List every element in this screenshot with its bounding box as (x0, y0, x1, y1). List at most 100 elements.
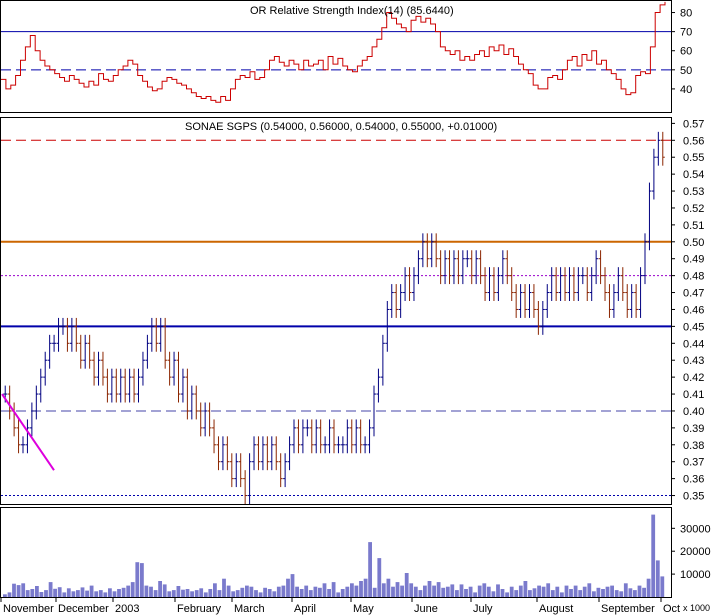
volume-layer: 10000 20000 30000 (3, 514, 711, 597)
volume-bar (564, 585, 569, 597)
volume-bar (409, 583, 414, 597)
volume-bar (167, 591, 172, 597)
price-tick-label: 0.42 (683, 372, 704, 384)
volume-bar (655, 560, 660, 597)
price-tick-label: 0.37 (683, 457, 704, 469)
price-tick-label: 0.49 (683, 254, 704, 266)
price-tick-label: 0.55 (683, 152, 704, 164)
volume-bar (623, 583, 628, 597)
volume-bar (62, 592, 67, 597)
price-tick-label: 0.38 (683, 440, 704, 452)
x-tick-label: September (601, 603, 655, 615)
x-tick-label: December (58, 603, 109, 615)
volume-tick-label: 30000 (680, 523, 711, 535)
volume-bar (509, 586, 514, 597)
volume-bar (217, 590, 222, 597)
volume-bar (523, 581, 528, 597)
volume-bar (290, 574, 295, 597)
volume-bar (66, 588, 71, 597)
volume-bar (646, 578, 651, 597)
volume-bar (135, 562, 140, 597)
volume-bar (386, 578, 391, 597)
volume-bar (213, 583, 217, 597)
volume-bar (3, 594, 7, 597)
price-tick-label: 0.39 (683, 423, 704, 435)
volume-bar (363, 578, 368, 597)
rsi-tick-label: 40 (680, 84, 692, 96)
volume-bar (464, 589, 468, 597)
volume-bar (528, 590, 532, 597)
volume-bar (482, 583, 487, 597)
volume-bar (560, 592, 564, 597)
price-tick-label: 0.47 (683, 288, 704, 300)
volume-bar (181, 589, 185, 597)
volume-bar (240, 587, 245, 597)
volume-bar (249, 586, 254, 597)
volume-bar (400, 585, 404, 597)
volume-bar (628, 588, 633, 597)
x-tick-label: March (234, 603, 265, 615)
volume-bar (299, 589, 304, 597)
volume-bar (441, 587, 446, 597)
price-tick-label: 0.45 (683, 321, 704, 333)
volume-bar (53, 588, 57, 597)
volume-bar (226, 585, 231, 597)
volume-bar (477, 585, 482, 597)
volume-bar (486, 586, 491, 597)
volume-bar (108, 588, 112, 597)
price-tick-label: 0.48 (683, 271, 704, 283)
volume-bar (7, 592, 12, 597)
volume-bar (372, 587, 377, 597)
volume-bar (48, 582, 53, 597)
price-tick-label: 0.40 (683, 406, 704, 418)
volume-bar (468, 586, 473, 597)
x-tick-label: February (177, 603, 222, 615)
price-tick-label: 0.36 (683, 474, 704, 486)
volume-bar (432, 585, 436, 597)
volume-bar (103, 592, 108, 597)
volume-bar (16, 585, 21, 597)
volume-bar (21, 583, 26, 597)
volume-bar (35, 586, 39, 597)
volume-bar (596, 587, 601, 597)
volume-bar (395, 582, 400, 597)
volume-bar (76, 590, 80, 597)
x-tick-label: May (353, 603, 374, 615)
volume-bar (637, 585, 642, 597)
price-tick-label: 0.51 (683, 220, 704, 232)
volume-bar (532, 588, 537, 597)
volume-bar (418, 590, 423, 597)
volume-bar (267, 589, 272, 597)
price-tick-label: 0.52 (683, 203, 704, 215)
x-axis: November December 2003 February March April Ma… (0, 597, 680, 615)
price-tick-label: 0.44 (683, 338, 704, 350)
volume-bar (185, 589, 190, 597)
volume-bar (245, 585, 249, 597)
volume-bar (368, 542, 372, 597)
volume-bar (436, 582, 441, 597)
rsi-series-line (1, 1, 666, 103)
volume-bar (359, 581, 363, 597)
volume-bar (199, 588, 204, 597)
volume-bar (546, 583, 551, 597)
volume-bar (500, 589, 505, 597)
volume-bar (194, 590, 199, 597)
price-title: SONAE SGPS (0.54000, 0.56000, 0.54000, 0… (185, 121, 497, 133)
rsi-title: OR Relative Strength Index(14) (85.6440) (250, 5, 454, 17)
volume-bar (171, 590, 176, 597)
volume-bar (25, 590, 30, 597)
volume-bar (235, 590, 240, 597)
volume-bar (354, 585, 359, 597)
volume-bar (112, 591, 117, 597)
volume-bar (336, 592, 341, 597)
volume-bar (340, 589, 345, 597)
volume-bar (222, 578, 226, 597)
price-layer: 0.35 0.36 0.37 0.38 0.39 0.40 0.41 0.42 0.43 0.44… (1, 118, 704, 504)
volume-bar (190, 591, 194, 597)
volume-bar (496, 584, 500, 597)
price-tick-label: 0.41 (683, 389, 704, 401)
volume-bar (272, 591, 277, 597)
volume-bar (633, 590, 637, 597)
volume-bar (98, 590, 103, 597)
rsi-layer: 40 50 60 70 80 (1, 1, 692, 103)
